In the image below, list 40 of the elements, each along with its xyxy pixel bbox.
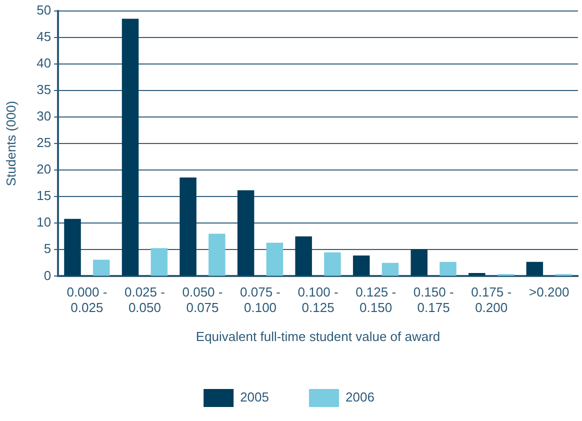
y-tick-label: 35 — [36, 82, 52, 97]
bar — [352, 256, 370, 276]
bar — [468, 273, 486, 276]
y-axis-title: Students (000) — [3, 100, 18, 186]
bar — [93, 260, 110, 276]
x-tick-label: >0.200 — [529, 284, 570, 300]
x-tick-label: 0.075 - 0.100 — [240, 284, 280, 316]
x-tick-label: 0.150 - 0.175 — [413, 284, 454, 316]
x-tick-label: 0.050 - 0.075 — [182, 284, 223, 316]
bar — [526, 262, 544, 276]
y-tick-label: 10 — [36, 214, 52, 230]
bar — [295, 236, 312, 276]
legend-label: 2005 — [240, 390, 269, 405]
y-tick-label: 5 — [44, 241, 52, 256]
x-tick-label: 0.175 - 0.200 — [471, 284, 512, 316]
y-tick-label: 25 — [36, 135, 52, 150]
bar — [382, 262, 399, 276]
x-tick-label: 0.025 - 0.050 — [124, 284, 165, 316]
bar — [180, 177, 196, 276]
y-tick-label: 15 — [36, 188, 52, 204]
x-tick-label: 0.125 - 0.150 — [356, 284, 396, 316]
bar — [410, 249, 428, 276]
x-axis-title: Equivalent full-time student value of award — [196, 328, 440, 344]
bar — [266, 242, 284, 276]
y-tick-label: 50 — [36, 2, 52, 18]
y-tick-label: 0 — [44, 268, 52, 283]
y-tick-label: 20 — [36, 162, 52, 177]
bar — [237, 190, 254, 276]
y-tick-label: 30 — [36, 108, 52, 124]
y-tick-label: 45 — [36, 28, 52, 44]
bar — [150, 248, 168, 276]
legend-label: 2006 — [346, 390, 374, 405]
bar — [64, 218, 81, 276]
bar — [324, 252, 341, 276]
bar — [122, 18, 139, 276]
bar — [440, 262, 456, 276]
x-tick-label: 0.100 - 0.125 — [298, 284, 338, 316]
bar — [208, 234, 226, 276]
x-tick-label: 0.000 - 0.025 — [66, 284, 108, 316]
y-tick-label: 40 — [36, 55, 52, 70]
